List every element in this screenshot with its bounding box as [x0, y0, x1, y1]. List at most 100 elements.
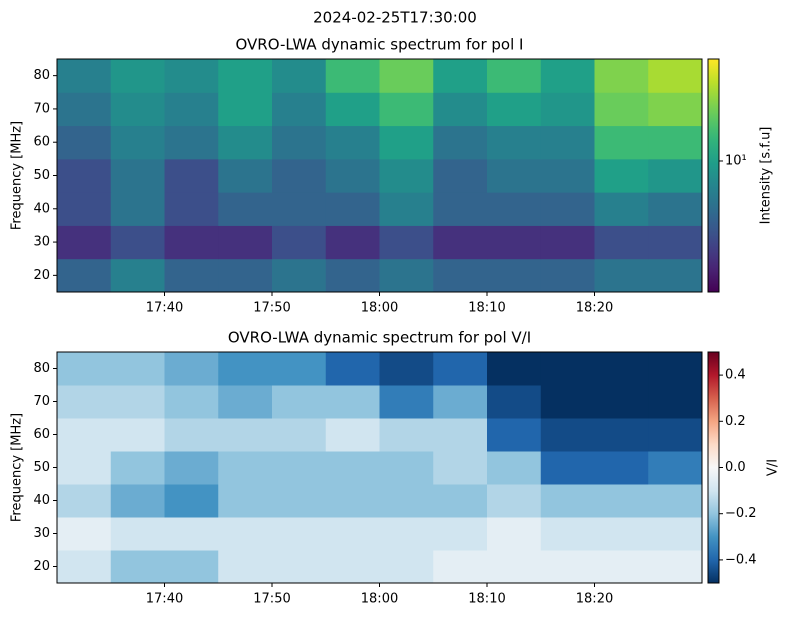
heatmap-cell	[272, 352, 327, 386]
heatmap-cell	[433, 192, 488, 226]
heatmap-cell	[433, 352, 488, 386]
heatmap-cell	[272, 258, 327, 293]
heatmap-cell	[325, 418, 380, 452]
heatmap-cell	[272, 192, 327, 226]
heatmap-cell	[272, 92, 327, 127]
heatmap-cell	[379, 451, 434, 485]
x-tick-label: 17:40	[146, 592, 183, 607]
heatmap-cell	[110, 192, 165, 226]
heatmap-cell	[487, 92, 542, 127]
heatmap-cell	[218, 352, 273, 386]
heatmap-cell	[57, 92, 112, 127]
heatmap-cell	[648, 517, 703, 551]
heatmap-cell	[110, 484, 165, 518]
y-tick-label: 30	[33, 235, 50, 250]
heatmap-cell	[487, 418, 542, 452]
heatmap-cell	[164, 385, 219, 419]
heatmap-cell	[218, 451, 273, 485]
heatmap-cell	[110, 550, 165, 584]
heatmap-cell	[379, 92, 434, 127]
heatmap-cell	[57, 59, 112, 93]
heatmap-cell	[594, 484, 649, 518]
heatmap-cell	[594, 59, 649, 93]
heatmap-cell	[433, 418, 488, 452]
heatmap-cell	[110, 258, 165, 293]
heatmap-cell	[272, 225, 327, 260]
heatmap-cell	[379, 517, 434, 551]
heatmap-cell	[110, 352, 165, 386]
heatmap-cell	[164, 550, 219, 584]
heatmap-cell	[487, 158, 542, 193]
x-tick-label: 18:10	[468, 592, 505, 607]
colorbar-tick-label: 0.0	[725, 460, 746, 475]
colorbar-label: Intensity [s.f.u]	[759, 127, 774, 225]
heatmap-cell	[325, 59, 380, 93]
heatmap-cell	[164, 451, 219, 485]
heatmap-cell	[594, 158, 649, 193]
heatmap-cell	[487, 352, 542, 386]
heatmap-cell	[218, 385, 273, 419]
heatmap-cell	[57, 451, 112, 485]
heatmap-cell	[433, 517, 488, 551]
colorbar	[707, 351, 720, 584]
y-axis-label: Frequency [MHz]	[10, 413, 25, 522]
heatmap-cell	[110, 92, 165, 127]
heatmap-cell	[218, 484, 273, 518]
heatmap-cell	[433, 550, 488, 584]
heatmap-cell	[379, 352, 434, 386]
heatmap-cell	[325, 125, 380, 160]
heatmap-cell	[57, 192, 112, 226]
heatmap-cell	[218, 158, 273, 193]
heatmap-cell	[594, 92, 649, 127]
heatmap-cell	[648, 352, 703, 386]
heatmap-cell	[648, 158, 703, 193]
heatmap-cell	[648, 258, 703, 293]
heatmap-cell	[379, 225, 434, 260]
heatmap-cell	[594, 125, 649, 160]
heatmap-cell	[487, 192, 542, 226]
heatmap-cell	[433, 158, 488, 193]
heatmap-cell	[594, 258, 649, 293]
y-tick-label: 50	[33, 168, 50, 183]
heatmap-cell	[57, 225, 112, 260]
heatmap-cell	[594, 517, 649, 551]
heatmap-cell	[325, 92, 380, 127]
y-axis-label: Frequency [MHz]	[10, 121, 25, 230]
heatmap-cell	[272, 484, 327, 518]
heatmap-cell	[379, 550, 434, 584]
y-tick-label: 80	[33, 361, 50, 376]
heatmap-cell	[540, 385, 595, 419]
heatmap-cell	[648, 484, 703, 518]
heatmap-cell	[487, 385, 542, 419]
heatmap-cell	[110, 225, 165, 260]
heatmap-cell	[540, 59, 595, 93]
heatmap-cell	[57, 517, 112, 551]
heatmap-cell	[57, 385, 112, 419]
heatmap-cell	[57, 258, 112, 293]
colorbar-label: V/I	[766, 459, 781, 476]
heatmap-cell	[648, 92, 703, 127]
heatmap-cell	[218, 59, 273, 93]
y-tick-label: 80	[33, 68, 50, 83]
heatmap-cell	[110, 385, 165, 419]
heatmap-cell	[540, 550, 595, 584]
heatmap-cell	[594, 385, 649, 419]
heatmap-cell	[433, 59, 488, 93]
heatmap-cell	[164, 484, 219, 518]
heatmap-cell	[57, 158, 112, 193]
heatmap-cell	[487, 258, 542, 293]
heatmap-cell	[325, 385, 380, 419]
heatmap-cell	[433, 92, 488, 127]
heatmap-cell	[540, 418, 595, 452]
heatmap-cell	[487, 59, 542, 93]
heatmap-cell	[164, 418, 219, 452]
y-tick-label: 50	[33, 460, 50, 475]
heatmap-cell	[648, 59, 703, 93]
heatmap-cell	[272, 418, 327, 452]
heatmap-cell	[594, 352, 649, 386]
heatmap-cell	[164, 92, 219, 127]
heatmap-cell	[433, 258, 488, 293]
heatmap-cell	[487, 125, 542, 160]
heatmap-cell	[57, 550, 112, 584]
